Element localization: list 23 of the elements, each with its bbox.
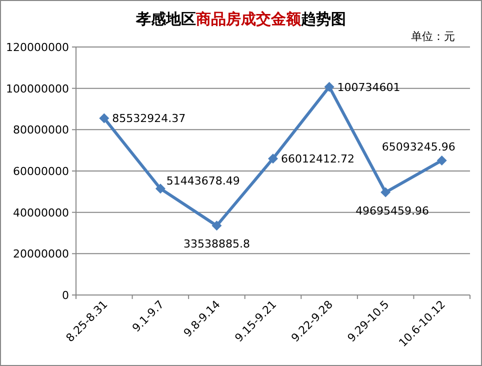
y-tick-label: 0 xyxy=(62,289,69,302)
chart-title: 孝感地区商品房成交金额趋势图 xyxy=(135,10,346,28)
data-label: 65093245.96 xyxy=(382,140,456,154)
data-label: 33538885.8 xyxy=(183,238,250,251)
y-tick-label: 100000000 xyxy=(6,82,69,96)
text: 单位：元 xyxy=(411,30,455,43)
data-label: 85532924.37 xyxy=(112,112,186,126)
point xyxy=(436,155,447,166)
y-tick-label: 40000000 xyxy=(13,206,69,220)
data-label: 51443678.49 xyxy=(166,174,240,188)
y-tick-label: 120000000 xyxy=(6,41,69,54)
point xyxy=(99,113,110,124)
data-label: 100734601 xyxy=(337,80,400,94)
point xyxy=(268,154,278,164)
y-tick-label: 60000000 xyxy=(13,165,69,178)
data-label: 49695459.96 xyxy=(356,204,430,218)
point xyxy=(212,220,222,231)
y-tick-label: 20000000 xyxy=(13,248,69,261)
point xyxy=(324,82,334,92)
point xyxy=(155,184,166,194)
point xyxy=(380,187,391,198)
data-label: 66012412.72 xyxy=(281,152,354,166)
y-tick-label: 80000000 xyxy=(13,124,69,137)
